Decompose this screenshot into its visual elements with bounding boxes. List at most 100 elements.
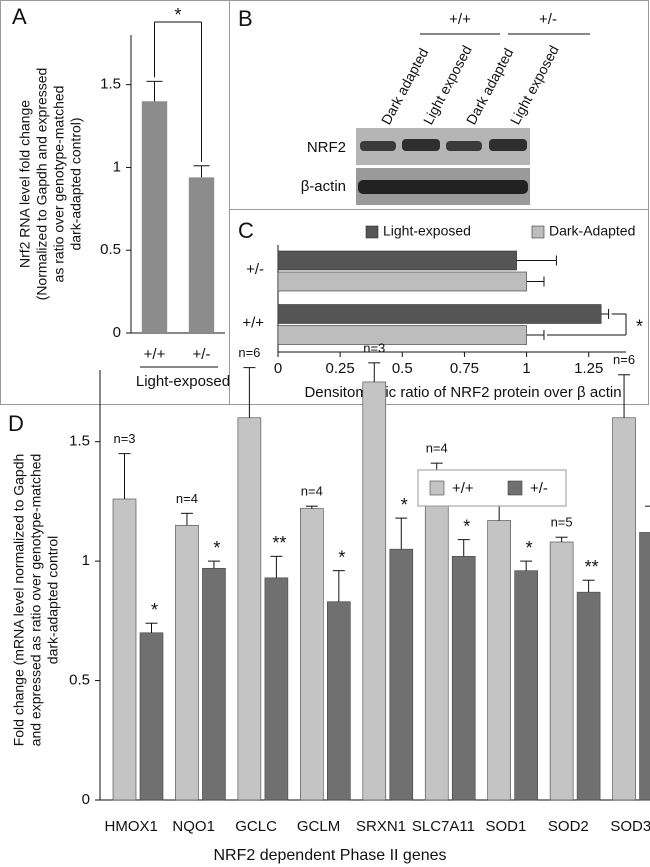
significance-label: **: [272, 533, 286, 553]
bar: [640, 532, 650, 800]
legend-swatch: [532, 226, 544, 238]
bar: [300, 509, 323, 800]
x-tick-label: SLC7A11: [412, 818, 475, 835]
y-tick-label: 0.5: [69, 672, 90, 689]
n-label: n=3: [363, 340, 385, 355]
bar: [202, 568, 225, 800]
blot-band: [446, 141, 482, 151]
x-tick-label: 0.25: [326, 360, 355, 377]
n-label: n=4: [176, 491, 198, 506]
group-label: +/+: [449, 11, 471, 28]
significance-label: *: [526, 538, 533, 558]
x-tick-label: 0.5: [392, 360, 413, 377]
n-label: n=4: [301, 484, 323, 499]
bar: [577, 592, 600, 800]
y-axis-label: and expressed as ratio over genotype-mat…: [28, 454, 44, 747]
x-tick-label: 0.75: [450, 360, 479, 377]
y-tick-label: 0: [82, 791, 90, 808]
x-tick-label: 1: [522, 360, 530, 377]
bar: [613, 418, 636, 800]
bar: [278, 305, 601, 324]
x-tick-label: SRXN1: [356, 818, 406, 835]
n-label: n=5: [551, 515, 573, 530]
x-axis-label: Light-exposed: [136, 373, 230, 390]
row-label: β-actin: [301, 178, 346, 195]
bar: [327, 602, 350, 800]
x-axis-label: NRF2 dependent Phase II genes: [213, 847, 446, 864]
bar: [425, 485, 448, 800]
legend-label: Light-exposed: [383, 223, 471, 239]
legend-label: +/-: [530, 480, 548, 497]
x-tick-label: +/-: [193, 346, 211, 363]
bar: [452, 556, 475, 800]
y-tick-label: 0.5: [100, 241, 121, 258]
x-tick-label: NQO1: [172, 818, 215, 835]
y-tick-label: 1.5: [100, 76, 121, 93]
significance-label: *: [151, 600, 158, 620]
x-tick-label: GCLC: [235, 818, 277, 835]
significance-label: *: [213, 538, 220, 558]
bar: [515, 571, 538, 800]
bar: [550, 542, 573, 800]
y-tick-label: 1.5: [69, 433, 90, 450]
y-tick-label: 0: [113, 324, 121, 341]
bar: [278, 272, 527, 291]
bar: [488, 521, 511, 801]
legend-swatch: [430, 481, 444, 495]
bar: [140, 633, 163, 800]
bar: [278, 251, 517, 270]
x-tick-label: SOD2: [548, 818, 589, 835]
x-tick-label: 1.25: [574, 360, 603, 377]
n-label: n=4: [426, 441, 448, 456]
n-label: n=3: [113, 431, 135, 446]
blot-band: [402, 139, 440, 151]
figure: B +/+ +/- Dark adapted Light exposed Dar…: [0, 0, 650, 867]
y-axis-label: (Normalized to Gapdh and expressed: [34, 68, 50, 301]
bar: [175, 525, 198, 800]
x-tick-label: +/+: [144, 346, 166, 363]
significance-label: *: [401, 495, 408, 515]
legend-label: Dark-Adapted: [549, 223, 635, 239]
x-tick-label: HMOX1: [105, 818, 158, 835]
blot-band: [489, 139, 527, 151]
legend-swatch: [366, 226, 378, 238]
bar: [142, 101, 167, 333]
x-axis-label: Densitometric ratio of NRF2 protein over…: [304, 384, 621, 401]
significance-label: *: [338, 547, 345, 567]
y-axis-label: Fold change (mRNA level normalized to Ga…: [11, 454, 27, 747]
y-axis-label: Nrf2 RNA level fold change: [17, 100, 33, 268]
bar: [189, 177, 214, 333]
x-tick-label: SOD3: [610, 818, 650, 835]
x-tick-label: GCLM: [297, 818, 340, 835]
significance-label: *: [463, 516, 470, 536]
blot-band: [360, 141, 396, 151]
bar: [113, 499, 136, 800]
bar: [390, 549, 413, 800]
blot-band: [358, 180, 528, 194]
bar: [278, 326, 527, 345]
legend-label: +/+: [452, 480, 474, 497]
panel-label: A: [12, 4, 27, 29]
group-label: +/-: [539, 11, 557, 28]
panel-label: C: [238, 218, 254, 243]
y-axis-label: as ratio over genotype-matched: [51, 86, 67, 283]
x-tick-label: SOD1: [485, 818, 526, 835]
x-tick-label: 0: [274, 360, 282, 377]
y-tick-label: 1: [113, 158, 121, 175]
y-axis-label: dark-adapted control): [68, 117, 84, 250]
n-label: n=6: [613, 352, 635, 367]
bar: [363, 382, 386, 800]
panel-label: D: [8, 411, 24, 436]
panel-label: B: [238, 6, 253, 31]
y-axis-label: dark-adapted control: [45, 536, 61, 664]
bar: [265, 578, 288, 800]
y-tick-label: 1: [82, 552, 90, 569]
y-tick-label: +/-: [246, 261, 264, 278]
significance-label: *: [636, 316, 643, 336]
legend-swatch: [508, 481, 522, 495]
bar: [238, 418, 261, 800]
significance-label: **: [585, 557, 599, 577]
significance-label: *: [174, 5, 181, 25]
n-label: n=6: [238, 345, 260, 360]
row-label: NRF2: [307, 139, 346, 156]
